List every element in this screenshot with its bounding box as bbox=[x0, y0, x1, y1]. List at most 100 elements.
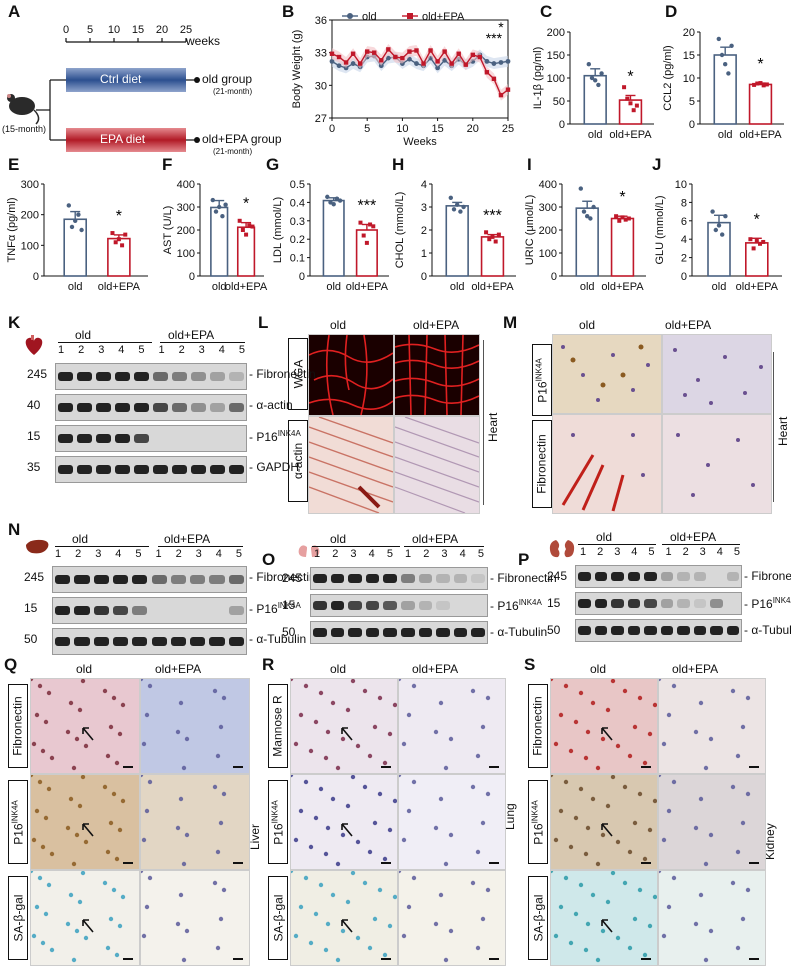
r-row-label: SA-β-gal bbox=[268, 876, 288, 960]
wb-n-group-old: old bbox=[72, 532, 89, 546]
bar bbox=[63, 218, 88, 277]
blot-band bbox=[153, 402, 168, 412]
heart-icon bbox=[25, 335, 43, 355]
scale-bar bbox=[749, 766, 759, 768]
data-point bbox=[710, 209, 715, 214]
blot-band bbox=[172, 402, 187, 412]
data-point bbox=[73, 218, 78, 223]
bar-ytick: 400 bbox=[539, 179, 557, 191]
bw-point-epa bbox=[449, 61, 454, 66]
data-point bbox=[586, 62, 591, 67]
blot-band bbox=[115, 433, 130, 443]
blot-band bbox=[453, 573, 468, 583]
q-col-epa: old+EPA bbox=[155, 662, 202, 676]
data-point bbox=[76, 212, 81, 217]
bw-point-epa bbox=[477, 54, 483, 60]
lane-number: 1 bbox=[55, 548, 62, 560]
blot-band bbox=[627, 571, 640, 581]
blot-band bbox=[644, 598, 657, 608]
blot-band bbox=[229, 402, 244, 412]
lane-number: 1 bbox=[155, 548, 162, 560]
q-organ-label: Liver bbox=[248, 823, 262, 850]
protein-label: - P16INK4A bbox=[249, 601, 301, 616]
bar-sig: * bbox=[627, 68, 633, 85]
blot-band bbox=[383, 600, 397, 610]
q-histology-image bbox=[30, 678, 140, 774]
blot-band bbox=[578, 598, 591, 608]
data-point bbox=[331, 202, 336, 207]
bw-point-epa bbox=[343, 60, 349, 65]
blot-strip bbox=[575, 619, 742, 642]
blot-strip bbox=[575, 592, 742, 615]
protein-label: - Fibronectin bbox=[744, 569, 791, 583]
ctrl-diet-bar bbox=[66, 68, 186, 92]
bar-ytick: 4 bbox=[421, 179, 427, 191]
bw-point-old bbox=[385, 55, 391, 61]
bw-point-epa bbox=[329, 51, 335, 56]
blot-band bbox=[330, 573, 345, 583]
panel-label-m: M bbox=[503, 313, 518, 332]
bw-point-epa bbox=[400, 55, 405, 61]
weeks-tick-label: 5 bbox=[87, 24, 93, 36]
blot-band bbox=[191, 402, 206, 412]
bw-point-epa bbox=[379, 58, 384, 63]
blot-band bbox=[365, 627, 380, 637]
panel-label-e: E bbox=[8, 155, 20, 174]
scale-bar bbox=[381, 766, 391, 768]
data-point bbox=[361, 233, 366, 238]
bar-ytick: 0.4 bbox=[290, 197, 305, 209]
blot-band bbox=[77, 464, 92, 474]
blot-band bbox=[115, 464, 130, 474]
bar-ytick: 10 bbox=[683, 73, 695, 85]
epa-group-age: (21-month) bbox=[213, 147, 253, 156]
data-point bbox=[490, 234, 495, 239]
bar-ytick: 5 bbox=[689, 96, 695, 108]
data-point bbox=[325, 194, 330, 200]
r-histology-image bbox=[290, 870, 398, 966]
s-row-label: Fibronectin bbox=[528, 684, 548, 768]
scale-bar bbox=[641, 766, 651, 768]
bw-point-epa bbox=[428, 48, 433, 53]
bar-ylabel: GLU (mmol/L) bbox=[654, 195, 666, 264]
data-point bbox=[748, 237, 753, 242]
blot-band bbox=[93, 636, 109, 646]
protein-label: - P16INK4A bbox=[249, 429, 301, 444]
mw-marker: 245 bbox=[24, 570, 45, 584]
mw-marker: 50 bbox=[547, 623, 561, 637]
blot-band bbox=[96, 464, 111, 474]
bw-point-old bbox=[442, 57, 448, 63]
data-point bbox=[220, 214, 225, 219]
r-col-old: old bbox=[330, 662, 347, 676]
data-point bbox=[79, 227, 84, 233]
data-point bbox=[758, 241, 762, 246]
panel-label-n: N bbox=[8, 520, 21, 539]
data-point bbox=[581, 209, 587, 214]
blot-band bbox=[93, 574, 109, 584]
lane-number: 4 bbox=[631, 546, 638, 558]
data-point bbox=[758, 81, 763, 86]
protein-label: - α-Tubulin bbox=[744, 623, 791, 637]
bw-point-epa bbox=[442, 49, 447, 54]
bar-ytick: 100 bbox=[547, 73, 565, 85]
data-point bbox=[754, 239, 759, 244]
bar-category-label: old+EPA bbox=[346, 281, 389, 293]
kidney-icon bbox=[549, 540, 575, 558]
bw-xlabel: Weeks bbox=[403, 136, 437, 148]
scale-bar bbox=[233, 958, 243, 960]
arrow-icon bbox=[82, 919, 94, 933]
data-point bbox=[713, 227, 718, 233]
glu-bar-chart: 0 2 4 6 8 10 GLU (mmol/L) old old+EPA * bbox=[654, 179, 782, 293]
weeks-tick-label: 20 bbox=[156, 24, 168, 36]
bw-point-old bbox=[350, 61, 356, 66]
lane-number: 5 bbox=[135, 548, 142, 560]
bar-ytick: 150 bbox=[547, 50, 565, 62]
blot-band bbox=[677, 598, 690, 608]
q-row-label: P16INK4A bbox=[8, 780, 28, 864]
data-point bbox=[628, 101, 633, 106]
blot-band bbox=[383, 573, 397, 583]
s-histology-image bbox=[550, 774, 658, 870]
blot-band bbox=[471, 627, 485, 637]
data-point bbox=[752, 82, 757, 87]
data-point bbox=[596, 82, 601, 88]
